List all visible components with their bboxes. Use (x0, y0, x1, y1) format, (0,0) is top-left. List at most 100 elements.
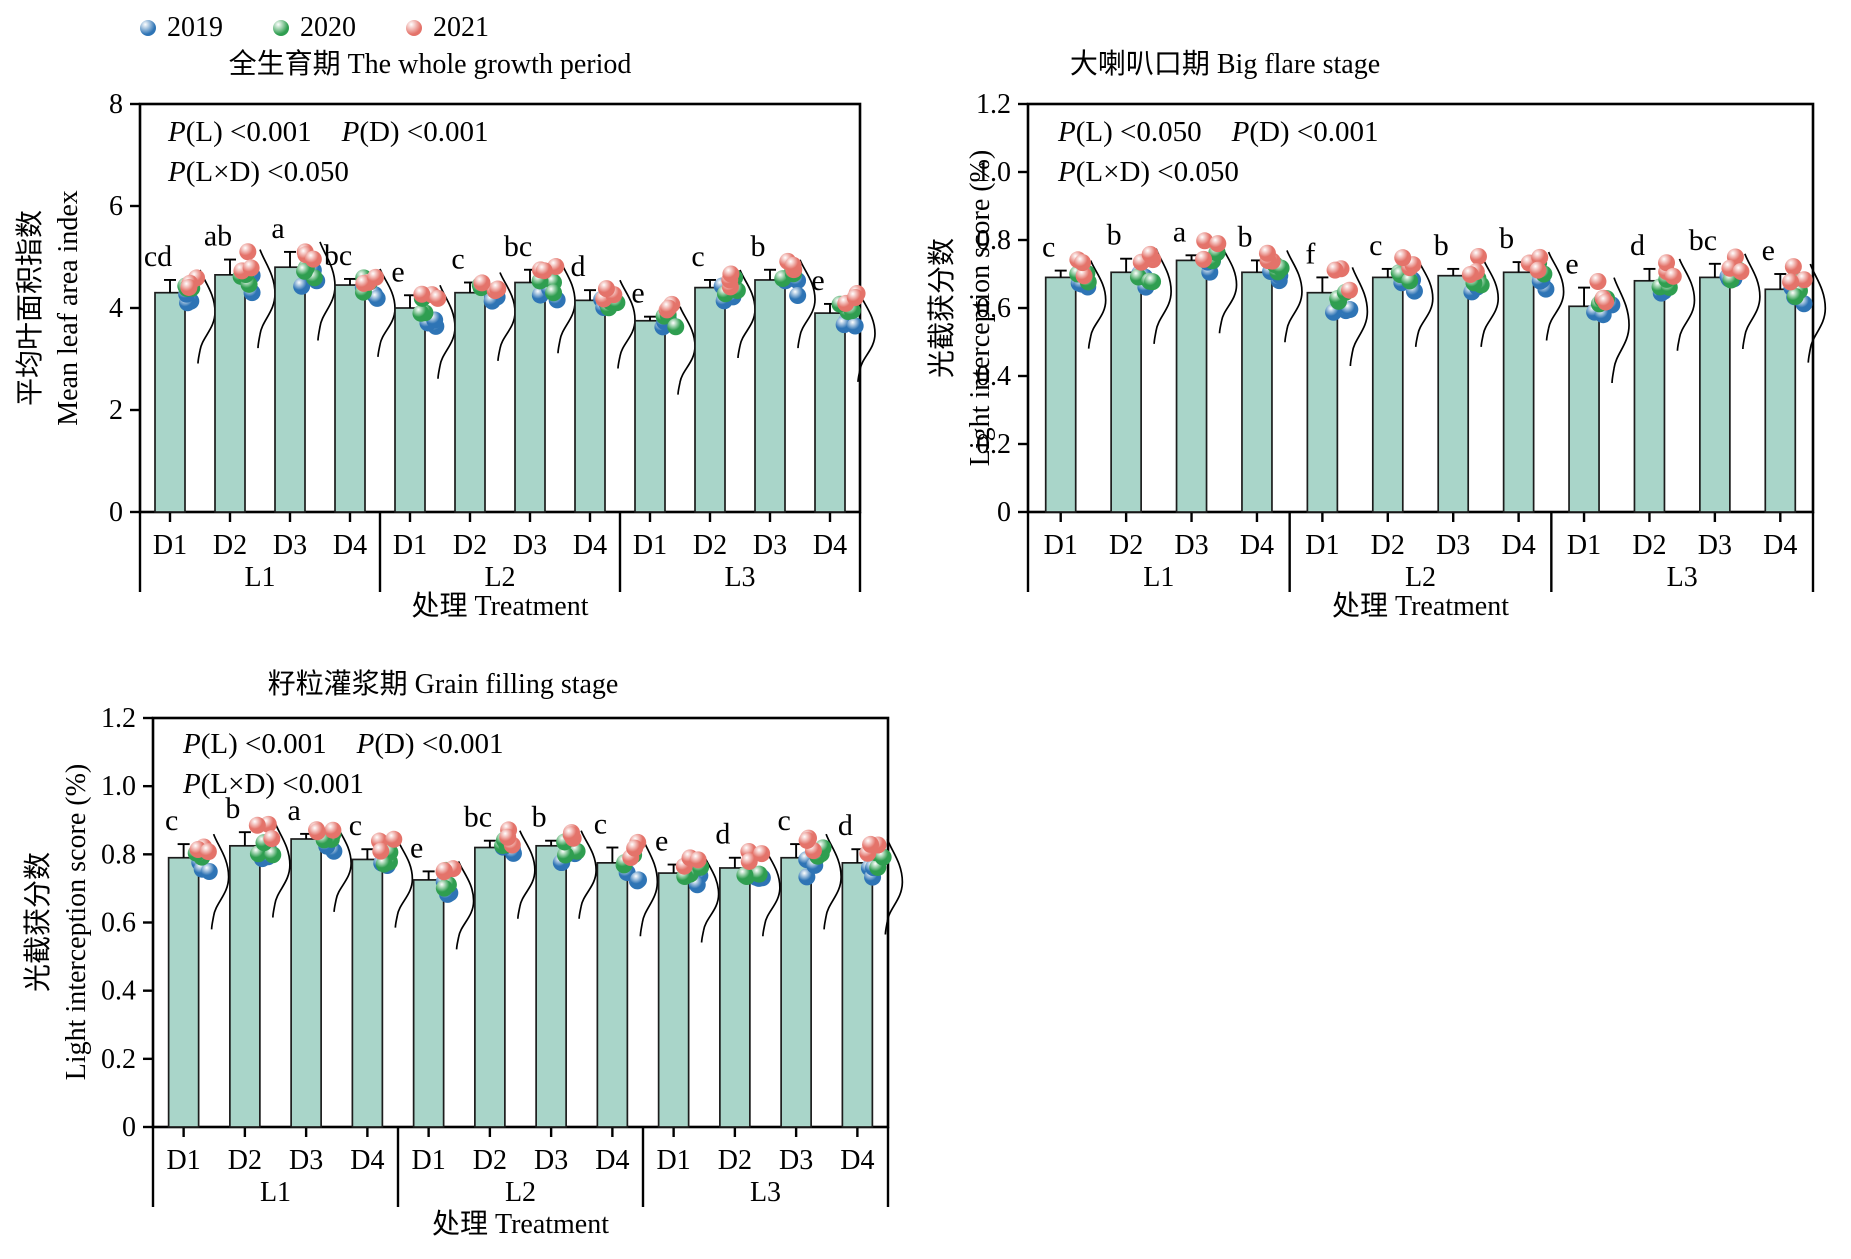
svg-text:0.2: 0.2 (101, 1044, 136, 1075)
chart-title-grain-filling-stage: 籽粒灌浆期 Grain filling stage (267, 669, 619, 700)
svg-text:D1: D1 (1044, 530, 1078, 561)
svg-text:d: d (1630, 229, 1645, 262)
svg-text:L3: L3 (1667, 562, 1698, 593)
svg-text:D3: D3 (753, 530, 787, 561)
chart-title-big-flare-stage: 大喇叭口期 Big flare stage (1069, 49, 1381, 80)
plot-grain-filling-stage: 0 0.2 0.4 0.6 0.8 1.0 1.2 L1 L2 L3 D1 c D2 b D3 a D4 c D1 e… (101, 703, 904, 1208)
svg-text:f: f (1305, 237, 1315, 270)
p-line-1: P(L) <0.050 P(D) <0.001 (1058, 116, 1379, 148)
svg-text:b: b (1107, 219, 1122, 252)
p-line-1: P(L) <0.001 P(D) <0.001 (183, 728, 504, 760)
svg-text:cd: cd (144, 240, 172, 273)
legend-dot-2020-icon (273, 20, 289, 36)
svg-text:e: e (655, 825, 668, 858)
svg-text:ab: ab (204, 220, 232, 253)
legend-label-2020: 2020 (300, 12, 356, 43)
chart-title-whole-growth-period: 全生育期 The whole growth period (228, 49, 632, 80)
svg-text:e: e (391, 255, 404, 288)
svg-text:e: e (410, 831, 423, 864)
svg-text:D3: D3 (1698, 530, 1732, 561)
svg-text:e: e (1565, 248, 1578, 281)
svg-text:1.2: 1.2 (101, 703, 136, 734)
svg-text:L2: L2 (484, 562, 515, 593)
svg-text:D3: D3 (289, 1145, 323, 1176)
svg-text:D2: D2 (1109, 530, 1143, 561)
legend-label-2021: 2021 (433, 12, 489, 43)
svg-text:2: 2 (109, 395, 123, 426)
svg-text:0: 0 (109, 497, 123, 528)
svg-text:D1: D1 (153, 530, 187, 561)
svg-text:c: c (451, 243, 464, 276)
svg-text:D4: D4 (1502, 530, 1536, 561)
svg-text:d: d (715, 818, 730, 851)
svg-text:c: c (691, 240, 704, 273)
svg-text:c: c (777, 804, 790, 837)
svg-text:D4: D4 (1240, 530, 1274, 561)
p-line-2: P(L×D) <0.050 (1058, 156, 1239, 188)
svg-text:b: b (1434, 229, 1449, 262)
svg-text:0: 0 (122, 1112, 136, 1143)
svg-text:D2: D2 (453, 530, 487, 561)
svg-text:bc: bc (504, 230, 532, 263)
svg-text:c: c (349, 809, 362, 842)
svg-text:0.4: 0.4 (976, 361, 1011, 392)
svg-text:D4: D4 (1763, 530, 1797, 561)
svg-text:1.2: 1.2 (976, 89, 1011, 120)
svg-text:L3: L3 (750, 1177, 781, 1208)
svg-text:0: 0 (997, 497, 1011, 528)
svg-text:L1: L1 (260, 1177, 291, 1208)
svg-text:a: a (271, 212, 284, 245)
svg-text:D2: D2 (1632, 530, 1666, 561)
svg-text:D3: D3 (534, 1145, 568, 1176)
svg-text:8: 8 (109, 89, 123, 120)
svg-text:D1: D1 (412, 1145, 446, 1176)
x-axis-label-big-flare-stage: 处理 Treatment (1331, 591, 1510, 622)
svg-text:D2: D2 (718, 1145, 752, 1176)
svg-text:c: c (594, 808, 607, 841)
p-values-big-flare-stage: P(L) <0.050 P(D) <0.001 P(L×D) <0.050 (1058, 112, 1378, 192)
x-axis-label-whole-growth-period: 处理 Treatment (411, 591, 589, 622)
svg-text:b: b (532, 801, 547, 834)
svg-text:L1: L1 (244, 562, 275, 593)
svg-text:1.0: 1.0 (976, 157, 1011, 188)
svg-text:D4: D4 (573, 530, 607, 561)
svg-text:e: e (631, 277, 644, 310)
legend-label-2019: 2019 (167, 12, 223, 43)
svg-text:0.2: 0.2 (976, 429, 1011, 460)
svg-text:D3: D3 (779, 1145, 813, 1176)
svg-text:b: b (1499, 222, 1514, 255)
svg-text:b: b (751, 230, 766, 263)
svg-text:c: c (1042, 231, 1055, 264)
svg-text:D1: D1 (1305, 530, 1339, 561)
svg-text:L3: L3 (724, 562, 755, 593)
svg-text:bc: bc (324, 239, 352, 272)
svg-text:D1: D1 (393, 530, 427, 561)
svg-text:c: c (1369, 229, 1382, 262)
svg-text:D3: D3 (273, 530, 307, 561)
svg-text:e: e (811, 264, 824, 297)
svg-text:L2: L2 (1405, 562, 1436, 593)
legend-dot-2019-icon (140, 20, 156, 36)
svg-text:0.4: 0.4 (101, 976, 136, 1007)
p-values-whole-growth-period: P(L) <0.001 P(D) <0.001 P(L×D) <0.050 (168, 112, 488, 192)
svg-text:4: 4 (109, 293, 123, 324)
svg-text:1.0: 1.0 (101, 771, 136, 802)
svg-text:a: a (1173, 215, 1186, 248)
legend-item-2020: 2020 (273, 12, 356, 44)
svg-text:D3: D3 (1436, 530, 1470, 561)
svg-text:b: b (225, 792, 240, 825)
svg-text:D1: D1 (1567, 530, 1601, 561)
legend-item-2019: 2019 (140, 12, 223, 44)
svg-text:a: a (287, 794, 300, 827)
svg-text:D3: D3 (1174, 530, 1208, 561)
svg-text:D4: D4 (595, 1145, 629, 1176)
svg-text:D2: D2 (1371, 530, 1405, 561)
svg-text:d: d (571, 250, 586, 283)
svg-text:0.8: 0.8 (101, 839, 136, 870)
svg-text:D4: D4 (813, 530, 847, 561)
svg-text:D4: D4 (350, 1145, 384, 1176)
svg-text:D2: D2 (693, 530, 727, 561)
svg-text:bc: bc (464, 801, 492, 834)
svg-text:0.6: 0.6 (101, 908, 136, 939)
svg-text:D2: D2 (213, 530, 247, 561)
